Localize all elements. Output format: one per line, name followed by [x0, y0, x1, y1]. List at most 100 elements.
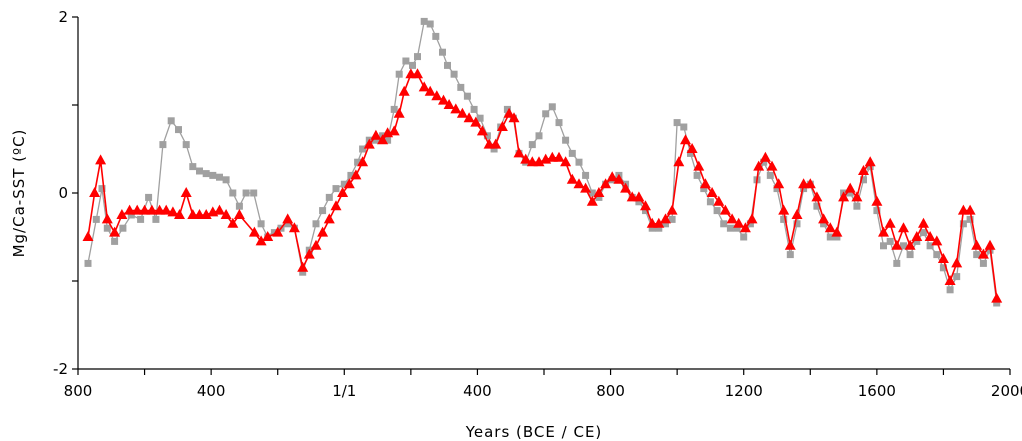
x-tick-label: 2000 [991, 382, 1022, 400]
data-point-triangle [753, 160, 765, 171]
data-point-square [687, 149, 694, 157]
data-point-square [332, 185, 340, 193]
data-point-triangle [844, 182, 856, 193]
data-point-triangle [937, 253, 949, 263]
data-point-triangle [272, 226, 284, 237]
data-point-square [700, 185, 708, 193]
data-point-square [528, 141, 536, 149]
y-axis-title: Mg/Ca-SST (ºC) [10, 129, 28, 258]
data-point-triangle [470, 116, 482, 127]
data-point-triangle [778, 204, 790, 215]
data-point-triangle [343, 178, 355, 189]
data-point-triangle [831, 226, 843, 237]
data-point-square [420, 17, 428, 25]
data-point-triangle [227, 217, 239, 228]
data-point-triangle [248, 226, 260, 237]
data-point-triangle [282, 213, 294, 224]
data-point-square [483, 132, 491, 140]
data-point-square [900, 242, 907, 250]
data-point-triangle [139, 204, 151, 215]
data-point-square [235, 202, 243, 210]
data-point-triangle [89, 187, 101, 197]
data-point-triangle [288, 222, 300, 233]
data-point-triangle [330, 200, 342, 211]
x-tick-label: 1/1 [332, 382, 356, 400]
data-point-square [444, 61, 451, 69]
data-point-triangle [818, 213, 830, 224]
data-point-triangle [146, 204, 158, 215]
data-point-triangle [991, 292, 1003, 303]
data-point-square [372, 136, 380, 144]
data-point-square [648, 224, 656, 232]
data-point-triangle [858, 165, 869, 175]
data-point-square [746, 220, 754, 228]
x-tick-label: 1200 [725, 382, 763, 400]
data-point-triangle [303, 248, 315, 259]
data-point-square [966, 215, 974, 223]
data-point-triangle [398, 85, 410, 96]
data-point-triangle [393, 107, 405, 118]
data-point-square [354, 158, 362, 166]
data-point-square [786, 251, 794, 259]
data-point-square [713, 207, 721, 215]
y-ticks: -2 0 2 [53, 8, 78, 378]
data-point-square [800, 185, 808, 193]
data-point-triangle [759, 151, 771, 162]
data-point-triangle [566, 173, 578, 184]
data-point-triangle [424, 85, 436, 96]
data-point-square [152, 215, 160, 223]
data-point-triangle [463, 112, 475, 123]
data-point-square [873, 207, 881, 215]
data-point-triangle [174, 209, 185, 219]
data-point-triangle [606, 171, 618, 182]
data-point-square [490, 145, 498, 153]
data-point-square [555, 119, 563, 127]
data-point-square [535, 132, 543, 140]
data-point-triangle [739, 222, 751, 233]
data-point-square [432, 32, 440, 40]
data-point-square [222, 176, 230, 184]
x-axis-title: Years (BCE / CE) [465, 423, 603, 441]
data-point-triangle [160, 204, 172, 215]
data-point-square [568, 149, 576, 157]
data-point-triangle [443, 99, 455, 109]
data-point-triangle [350, 169, 362, 180]
data-point-square [359, 145, 367, 153]
data-point-square [766, 171, 774, 179]
data-point-triangle [323, 213, 335, 224]
data-point-square [270, 229, 278, 237]
data-point-square [946, 286, 954, 294]
data-point-square [103, 224, 111, 232]
data-point-square [953, 273, 961, 281]
data-point-triangle [686, 143, 698, 153]
data-point-square [457, 83, 465, 91]
y-tick-label: 2 [58, 8, 68, 26]
data-point-square [84, 259, 92, 267]
data-point-triangle [620, 182, 632, 193]
data-point-square [312, 220, 320, 228]
y-tick-label: 0 [58, 184, 68, 202]
data-point-square [92, 215, 100, 223]
data-point-triangle [337, 187, 349, 197]
data-point-square [476, 114, 484, 122]
data-point-triangle [490, 138, 502, 149]
x-tick-label: 800 [596, 382, 625, 400]
data-point-square [973, 251, 981, 259]
data-point-triangle [898, 222, 909, 233]
data-point-triangle [553, 151, 565, 162]
data-point-triangle [593, 187, 605, 197]
data-point-triangle [693, 160, 705, 171]
data-point-square [548, 103, 556, 111]
data-point-square [503, 105, 511, 113]
series-line [87, 73, 998, 299]
data-point-triangle [633, 191, 645, 202]
data-point-square [668, 215, 676, 223]
data-point-square [793, 220, 801, 228]
data-point-triangle [450, 103, 462, 114]
data-point-triangle [520, 153, 532, 164]
data-point-square [470, 105, 478, 113]
data-point-square [920, 229, 927, 237]
data-point-square [760, 158, 768, 166]
data-point-triangle [496, 121, 508, 131]
